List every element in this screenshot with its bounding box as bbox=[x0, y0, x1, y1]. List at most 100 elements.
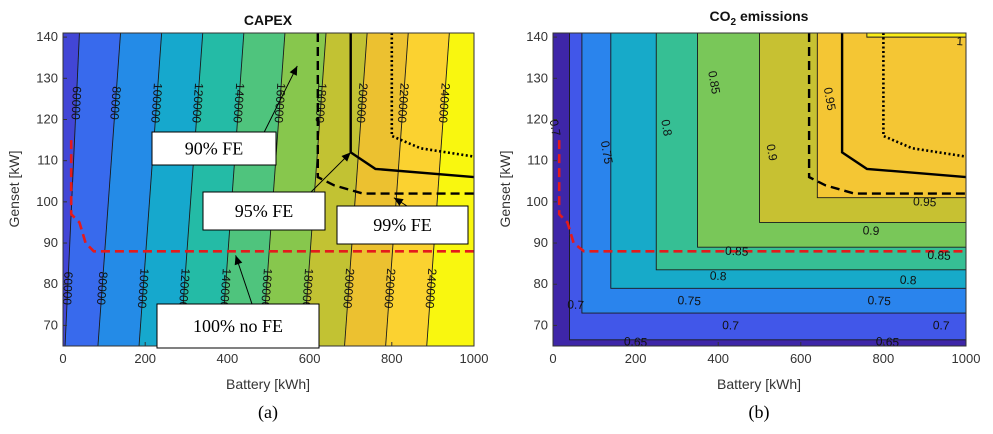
capex-color-band bbox=[65, 33, 121, 346]
co2-title-main: CO bbox=[710, 8, 731, 24]
annotation-arrowhead bbox=[234, 255, 243, 266]
capex-fe-line bbox=[69, 140, 474, 253]
co2-contour-label: 0.7 bbox=[722, 318, 740, 333]
co2-contour-label: 0.85 bbox=[725, 244, 749, 259]
co2-plot-frame bbox=[552, 32, 967, 347]
capex-y-axis-label: Genset [kW] bbox=[6, 150, 22, 227]
co2-color-band bbox=[817, 33, 966, 198]
co2-contour-label: 0.75 bbox=[677, 293, 701, 308]
co2-contour-line bbox=[759, 33, 966, 223]
annotation-text: 100% no FE bbox=[193, 316, 283, 336]
co2-y-tick-label: 90 bbox=[534, 235, 548, 250]
annotation-box bbox=[336, 205, 469, 245]
capex-contour-labels: 60000 60000 80000 80000 100000 100000 120000 12… bbox=[60, 83, 453, 310]
capex-x-tick-label: 800 bbox=[381, 351, 403, 366]
co2-contour-label: 0.8 bbox=[899, 273, 917, 288]
co2-color-fill bbox=[553, 33, 966, 346]
co2-contour-label: 0.7 bbox=[567, 297, 585, 312]
capex-axis-ticks: 0 200 400 600 800 1000 70 80 90 100 110 120 130 140 bbox=[36, 29, 488, 366]
co2-fe-line bbox=[882, 33, 966, 158]
capex-x-tick-label: 600 bbox=[299, 351, 321, 366]
capex-contour-label: 120000 bbox=[189, 83, 206, 124]
capex-contour-label: 240000 bbox=[422, 268, 439, 309]
capex-x-tick-label: 0 bbox=[59, 351, 66, 366]
co2-fe-line bbox=[807, 33, 966, 195]
capex-fe-line bbox=[316, 33, 474, 195]
co2-contour-label: 0.85 bbox=[705, 70, 723, 96]
caption-a: (a) bbox=[258, 402, 278, 423]
capex-contour-label: 80000 bbox=[94, 271, 110, 306]
co2-y-tick-label: 130 bbox=[526, 70, 548, 85]
capex-color-band bbox=[180, 33, 244, 346]
co2-contour-lines bbox=[569, 33, 966, 341]
capex-y-tick-label: 90 bbox=[44, 235, 58, 250]
capex-color-band bbox=[385, 33, 450, 346]
capex-color-band bbox=[139, 33, 203, 346]
co2-contour-label: 0.75 bbox=[867, 293, 891, 308]
co2-y-tick-label: 110 bbox=[527, 153, 548, 168]
co2-y-tick-label: 70 bbox=[534, 317, 548, 332]
capex-y-tick-label: 110 bbox=[37, 153, 58, 168]
co2-contour-label: 0.95 bbox=[821, 86, 839, 112]
co2-x-tick-label: 200 bbox=[625, 351, 647, 366]
capex-contour-label: 140000 bbox=[230, 83, 247, 124]
capex-y-tick-label: 100 bbox=[36, 194, 58, 209]
co2-axis-ticks: 0 200 400 600 800 1000 70 80 90 100 110 120 130 140 bbox=[526, 29, 980, 366]
co2-x-axis-label: Battery [kWh] bbox=[717, 376, 801, 392]
capex-contour-line bbox=[179, 33, 204, 346]
capex-contour-label: 220000 bbox=[395, 83, 412, 124]
annotation-text: 99% FE bbox=[373, 215, 432, 235]
annotation-arrowhead bbox=[393, 197, 404, 206]
co2-y-tick-label: 120 bbox=[526, 111, 548, 126]
co2-contour-label: 0.9 bbox=[862, 223, 880, 238]
co2-contour-label: 0.65 bbox=[876, 334, 900, 349]
co2-fe-line bbox=[557, 140, 966, 253]
co2-contour-label: 1 bbox=[956, 34, 964, 48]
co2-x-tick-label: 800 bbox=[873, 351, 895, 366]
co2-panel: 0.65 0.650.7 0.70.7 0.75 0.750.8 0.80.85 0.850… bbox=[497, 8, 980, 392]
annotation-text: 90% FE bbox=[185, 139, 244, 159]
capex-y-tick-label: 120 bbox=[36, 111, 58, 126]
capex-contour-label: 100000 bbox=[148, 83, 165, 124]
co2-contour-line bbox=[697, 33, 966, 248]
capex-panel: 60000 60000 80000 80000 100000 100000 120000 12… bbox=[6, 12, 488, 392]
capex-contour-label: 240000 bbox=[436, 83, 453, 124]
capex-contour-line bbox=[97, 33, 121, 346]
co2-contour-line bbox=[866, 33, 966, 38]
co2-fe-line bbox=[840, 33, 966, 179]
capex-annotations: 90% FE 95% FE 99% FE 100% no FE bbox=[151, 65, 469, 349]
co2-fe-lines bbox=[557, 33, 966, 253]
co2-y-axis-label: Genset [kW] bbox=[497, 150, 513, 227]
capex-contour-line bbox=[220, 33, 245, 346]
annotation-text: 95% FE bbox=[235, 201, 294, 221]
annotation-arrow bbox=[304, 152, 352, 199]
capex-contour-line bbox=[385, 33, 409, 346]
co2-contour-line bbox=[610, 33, 966, 289]
capex-fe-line bbox=[349, 33, 474, 179]
capex-x-axis-label: Battery [kWh] bbox=[226, 376, 310, 392]
capex-contour-label: 60000 bbox=[68, 86, 84, 120]
annotation-arrowhead bbox=[341, 152, 351, 162]
co2-x-tick-label: 400 bbox=[707, 351, 729, 366]
capex-fe-line bbox=[390, 33, 474, 158]
co2-title-rest: emissions bbox=[736, 8, 809, 24]
capex-fe-lines bbox=[69, 33, 474, 253]
co2-title-subscript: 2 bbox=[731, 17, 737, 28]
caption-b: (b) bbox=[749, 402, 770, 423]
capex-color-band bbox=[262, 33, 327, 346]
co2-contour-label: 0.8 bbox=[658, 118, 675, 137]
co2-contour-labels: 0.65 0.65 0.7 0.7 0.7 0.75 0.75 0.8 0.8 0.85 0.85 0… bbox=[547, 34, 964, 349]
capex-contour-label: 220000 bbox=[381, 268, 398, 309]
co2-contour-line bbox=[581, 33, 966, 314]
capex-contour-line bbox=[426, 33, 450, 346]
co2-title: CO2 emissions bbox=[710, 8, 809, 28]
capex-contour-line bbox=[261, 33, 286, 346]
capex-contour-label: 60000 bbox=[60, 271, 76, 305]
co2-x-tick-label: 0 bbox=[549, 351, 556, 366]
co2-y-tick-label: 100 bbox=[526, 194, 548, 209]
co2-contour-label: 0.75 bbox=[598, 140, 616, 166]
capex-contour-line bbox=[138, 33, 163, 346]
annotation-box bbox=[202, 191, 326, 231]
capex-x-tick-label: 1000 bbox=[460, 351, 489, 366]
capex-contour-label: 100000 bbox=[135, 268, 152, 309]
